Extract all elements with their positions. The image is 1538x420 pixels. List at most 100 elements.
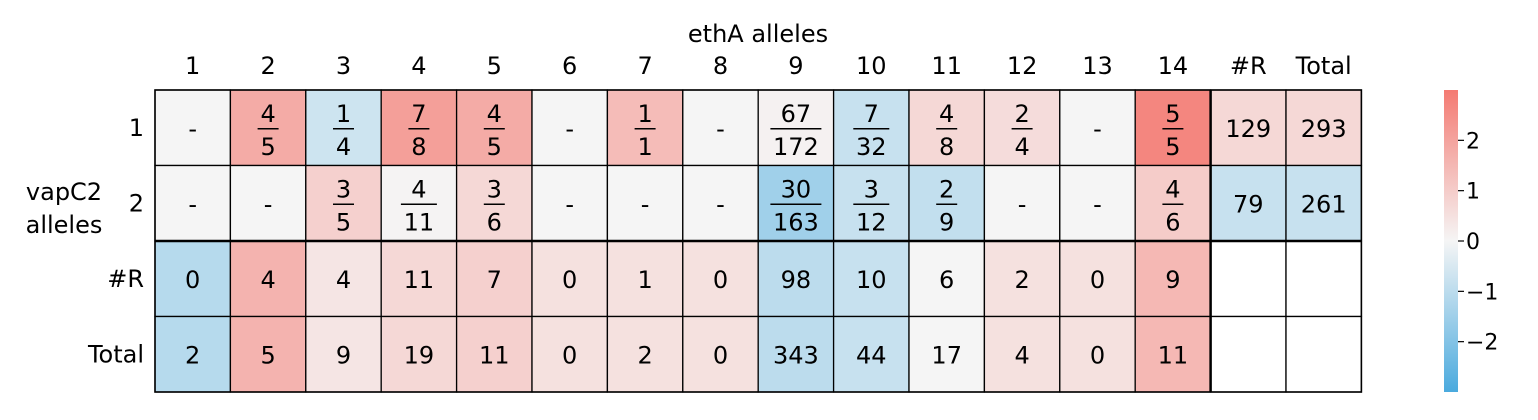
- cell-rect: [908, 164, 986, 242]
- column-label: 3: [336, 52, 351, 80]
- colorbar: 2 1 0 −1 −2: [1444, 90, 1498, 392]
- cell-rect: [1209, 164, 1287, 242]
- heatmap-cell: 78: [380, 89, 458, 167]
- heatmap-cell: 293: [1285, 89, 1363, 167]
- column-label: 13: [1082, 52, 1113, 80]
- heatmap-cell: -: [229, 164, 307, 242]
- heatmap-cell: 343: [757, 315, 835, 393]
- heatmap-cell: 312: [832, 164, 910, 242]
- y-axis-title-line: vapC2: [26, 178, 102, 206]
- cell-rect: [154, 89, 232, 167]
- column-label: 14: [1158, 52, 1189, 80]
- heatmap-cell: 46: [1134, 164, 1212, 242]
- column-label: 10: [856, 52, 887, 80]
- heatmap-cell: 0: [531, 315, 609, 393]
- cell-value: 11: [479, 341, 510, 369]
- cell-numerator: 4: [1165, 175, 1180, 203]
- cell-rect: [229, 315, 307, 393]
- cell-rect: [832, 89, 910, 167]
- cell-value: 4: [336, 266, 351, 294]
- heatmap-cell: 1: [606, 240, 684, 318]
- heatmap-cell: 48: [908, 89, 986, 167]
- heatmap-cell: 732: [832, 89, 910, 167]
- cell-numerator: 4: [260, 100, 275, 128]
- cell-denominator: 1: [637, 133, 652, 161]
- cell-value: 2: [1014, 266, 1029, 294]
- colorbar-tick-label: −2: [1466, 331, 1498, 356]
- heatmap-cell: -: [606, 164, 684, 242]
- cell-denominator: 8: [939, 133, 954, 161]
- cell-rect: [682, 164, 759, 242]
- heatmap-cell: 4: [229, 240, 307, 318]
- cell-rect: [380, 89, 458, 167]
- cell-rect: [455, 240, 533, 318]
- cell-rect: [832, 164, 910, 242]
- x-axis-title: ethA alleles: [688, 20, 828, 48]
- cell-rect: [757, 89, 835, 167]
- cell-numerator: 4: [487, 100, 502, 128]
- cell-denominator: 4: [1014, 133, 1029, 161]
- column-tick-labels: 1 2 3 4 5 6 7 8 9 10 11 12 13 14 #R Total: [185, 52, 1352, 80]
- cell-value: 261: [1301, 190, 1347, 218]
- heatmap-cell: -: [154, 164, 232, 242]
- cell-value: 0: [1090, 266, 1105, 294]
- cell-value: 1: [637, 266, 652, 294]
- heatmap-cell: 0: [682, 240, 759, 318]
- cell-rect: [757, 164, 835, 242]
- table-border: [154, 89, 1363, 393]
- heatmap-cell: -: [1059, 164, 1136, 242]
- heatmap-cell: -: [682, 89, 759, 167]
- cell-rect: [983, 240, 1061, 318]
- cell-rect: [908, 89, 986, 167]
- cell-rect: [983, 315, 1061, 393]
- cell-numerator: 7: [411, 100, 426, 128]
- cell-value: 0: [562, 266, 577, 294]
- heatmap-cell: 19: [380, 315, 458, 393]
- cell-numerator: 67: [781, 100, 812, 128]
- heatmap-cell: 2: [154, 315, 232, 393]
- column-label: 8: [713, 52, 728, 80]
- cell-rect: [455, 315, 533, 393]
- heatmap-cell: 0: [682, 315, 759, 393]
- cell-rect: [983, 89, 1061, 167]
- column-label: 6: [562, 52, 577, 80]
- column-label: 5: [487, 52, 502, 80]
- heatmap-cell: [1285, 240, 1363, 318]
- cell-rect: [1285, 164, 1363, 242]
- cell-denominator: 6: [1165, 208, 1180, 236]
- heatmap-cell: [1209, 315, 1287, 393]
- cell-numerator: 1: [336, 100, 351, 128]
- cell-value: 9: [1165, 266, 1180, 294]
- row-label: 2: [129, 189, 144, 217]
- cell-value: -: [641, 190, 650, 218]
- column-label: #R: [1230, 52, 1267, 80]
- cell-value: 10: [856, 266, 887, 294]
- cell-value: 44: [856, 341, 887, 369]
- column-label: 12: [1007, 52, 1038, 80]
- heatmap-cell: 11: [455, 315, 533, 393]
- heatmap-cell: 0: [1059, 240, 1136, 318]
- cell-rect: [832, 315, 910, 393]
- cell-numerator: 30: [781, 175, 812, 203]
- cell-value: 0: [713, 341, 728, 369]
- cell-value: 293: [1301, 115, 1347, 143]
- cell-rect: [1285, 315, 1363, 393]
- heatmap-cell: -: [1059, 89, 1136, 167]
- cell-rect: [1059, 315, 1136, 393]
- heatmap-cell: 129: [1209, 89, 1287, 167]
- cell-value: 11: [404, 266, 435, 294]
- heatmap-cell: 0: [1059, 315, 1136, 393]
- heatmap-cell: 10: [832, 240, 910, 318]
- cell-value: 6: [939, 266, 954, 294]
- column-label: 2: [260, 52, 275, 80]
- cell-denominator: 6: [487, 208, 502, 236]
- cell-numerator: 4: [939, 100, 954, 128]
- cell-rect: [908, 315, 986, 393]
- heatmap-cell: 4: [983, 315, 1061, 393]
- cell-value: 0: [1090, 341, 1105, 369]
- heatmap-cell: -: [531, 89, 609, 167]
- cell-value: 98: [781, 266, 812, 294]
- cell-numerator: 4: [411, 175, 426, 203]
- cell-denominator: 11: [404, 208, 435, 236]
